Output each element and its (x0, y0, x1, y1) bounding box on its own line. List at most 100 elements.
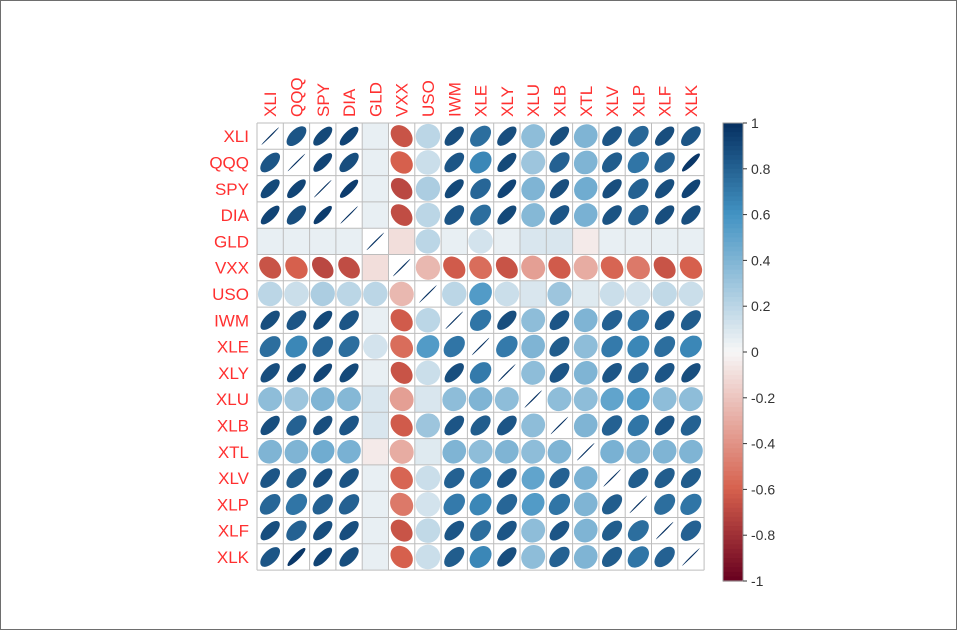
colorbar-tick-label: 0.2 (751, 298, 771, 314)
correlation-ellipse-XLV-XLK: XLV / XLK: 0.82 (680, 467, 702, 489)
colorbar-segment (723, 420, 743, 426)
colorbar-segment (723, 187, 743, 193)
correlation-ellipse-SPY-IWM: SPY / IWM: 0.9 (444, 179, 464, 199)
colorbar-segment (723, 558, 743, 564)
column-label-xlk: XLK (682, 84, 701, 117)
correlation-ellipse-GLD-XLV: GLD / XLV: 0.05 (599, 228, 625, 254)
correlation-ellipse-XTL-USO: XTL / USO: 0.08 (415, 439, 441, 465)
correlation-ellipse-XLB-XLE: XLB / XLE: 0.82 (470, 415, 491, 436)
correlation-ellipse-IWM-USO: IWM / USO: 0.2 (415, 308, 441, 333)
correlation-ellipse-QQQ-XLK: QQQ / XLK: 0.97 (681, 153, 700, 172)
correlation-ellipse-QQQ-VXX: QQQ / VXX: -0.6 (390, 151, 413, 174)
correlation-ellipse-XLK-XLE: XLK / XLE: 0.65 (469, 545, 492, 568)
column-label-xle: XLE (472, 85, 491, 117)
correlation-ellipse-XLI-XLI: XLI / XLI: 1 (261, 127, 279, 145)
row-label-xle: XLE (217, 338, 249, 357)
correlation-ellipse-USO-GLD: USO / GLD: 0.2 (363, 281, 388, 307)
colorbar-segment (723, 471, 743, 477)
colorbar-segment (723, 526, 743, 532)
correlation-ellipse-QQQ-XLB: QQQ / XLB: 0.8 (549, 152, 570, 173)
colorbar-segment (723, 292, 743, 298)
colorbar-segment (723, 457, 743, 463)
colorbar-tick-label: 0.4 (751, 252, 771, 268)
correlation-ellipse-VXX-XTL: VXX / XTL: -0.3 (573, 255, 598, 280)
correlation-ellipse-XLV-XLV: XLV / XLV: 1 (603, 469, 621, 487)
row-label-iwm: IWM (214, 311, 249, 330)
correlation-ellipse-XLP-QQQ: XLP / QQQ: 0.72 (285, 493, 308, 515)
colorbar-segment (723, 347, 743, 353)
colorbar-segment (723, 397, 743, 403)
correlation-ellipse-DIA-QQQ: DIA / QQQ: 0.88 (286, 205, 307, 225)
correlation-ellipse-USO-XLY: USO / XLY: 0.15 (494, 281, 520, 307)
correlation-ellipse-XLB-XLF: XLB / XLF: 0.85 (654, 415, 675, 436)
colorbar-segment (723, 274, 743, 280)
correlation-ellipse-XLE-VXX: XLE / VXX: -0.55 (390, 335, 414, 358)
correlation-ellipse-USO-XLI: USO / XLI: 0.2 (257, 281, 283, 307)
colorbar-segment (723, 260, 743, 266)
correlation-ellipse-QQQ-DIA: QQQ / DIA: 0.88 (339, 152, 359, 173)
row-label-xlk: XLK (217, 548, 250, 567)
correlation-ellipse-XLU-QQQ: XLU / QQQ: 0.3 (284, 387, 309, 412)
correlation-ellipse-XLI-XLU: XLI / XLU: 0.35 (521, 124, 546, 149)
correlation-ellipse-XLF-GLD: XLF / GLD: 0.05 (362, 518, 388, 544)
correlation-ellipse-VXX-XLI: VXX / XLI: -0.65 (259, 256, 282, 279)
colorbar-segment (723, 123, 743, 129)
correlation-ellipse-DIA-XLE: DIA / XLE: 0.75 (470, 204, 492, 226)
correlation-ellipse-XLF-QQQ: XLF / QQQ: 0.8 (286, 520, 307, 541)
row-label-spy: SPY (215, 180, 249, 199)
correlation-ellipse-XLV-XTL: XLV / XTL: 0.42 (573, 466, 598, 490)
colorbar-segment (723, 278, 743, 284)
correlation-ellipse-XLI-DIA: XLI / DIA: 0.92 (339, 126, 359, 146)
colorbar-segment (723, 361, 743, 367)
colorbar-segment (723, 324, 743, 330)
correlation-ellipse-XLI-XLK: XLI / XLK: 0.85 (681, 126, 701, 147)
correlation-ellipse-XTL-GLD: XTL / GLD: -0.05 (362, 439, 388, 465)
correlation-ellipse-XLV-USO: XLV / USO: 0.15 (415, 465, 441, 491)
correlation-ellipse-QQQ-XLP: QQQ / XLP: 0.72 (627, 151, 649, 174)
correlation-ellipse-XLY-XLE: XLY / XLE: 0.7 (469, 362, 492, 384)
correlation-ellipse-XLV-QQQ: XLV / QQQ: 0.82 (286, 467, 307, 489)
correlation-ellipse-XLY-XLK: XLY / XLK: 0.88 (681, 363, 701, 383)
colorbar-tick-label: -0.8 (751, 527, 775, 543)
correlation-ellipse-XLY-QQQ: XLY / QQQ: 0.9 (286, 363, 306, 383)
correlation-ellipse-XTL-XLU: XTL / XLU: 0.35 (521, 439, 546, 464)
correlation-ellipse-SPY-SPY: SPY / SPY: 1 (313, 179, 332, 198)
colorbar-segment (723, 228, 743, 234)
correlation-ellipse-XLK-GLD: XLK / GLD: 0.05 (362, 544, 388, 570)
colorbar-tick-label: -1 (751, 573, 764, 589)
correlation-ellipse-IWM-VXX: IWM / VXX: -0.62 (390, 309, 413, 332)
correlation-ellipse-XLE-IWM: XLE / IWM: 0.72 (443, 335, 465, 358)
correlation-ellipse-VXX-QQQ: VXX / QQQ: -0.6 (285, 256, 308, 279)
row-label-xlf: XLF (218, 522, 249, 541)
colorbar-tick-label: 0 (751, 344, 759, 360)
correlation-ellipse-XTL-XLE: XTL / XLE: 0.35 (468, 439, 493, 464)
correlation-ellipse-XLF-XLI: XLF / XLI: 0.88 (260, 520, 280, 541)
correlation-ellipse-XTL-XLI: XTL / XLI: 0.4 (258, 439, 283, 464)
correlation-ellipse-IWM-SPY: IWM / SPY: 0.9 (313, 310, 333, 330)
correlation-ellipse-XLU-XLP: XLU / XLP: 0.55 (626, 387, 650, 411)
correlation-ellipse-XLU-SPY: XLU / SPY: 0.4 (310, 387, 335, 412)
colorbar-segment (723, 425, 743, 431)
colorbar-segment (723, 301, 743, 307)
colorbar-segment (723, 576, 743, 582)
correlation-ellipse-XLI-XLE: XLI / XLE: 0.75 (470, 125, 492, 147)
correlation-ellipse-XTL-XLV: XTL / XLV: 0.42 (600, 439, 624, 464)
correlation-ellipse-XLB-QQQ: XLB / QQQ: 0.8 (286, 415, 307, 436)
correlation-ellipse-GLD-XLK: GLD / XLK: 0.05 (678, 228, 704, 254)
column-label-xly: XLY (498, 86, 517, 117)
colorbar-segment (723, 310, 743, 316)
correlation-ellipse-XLF-XLY: XLF / XLY: 0.85 (496, 520, 517, 541)
correlation-ellipse-XLP-XLF: XLP / XLF: 0.75 (654, 493, 676, 515)
correlation-ellipse-USO-IWM: USO / IWM: 0.2 (442, 281, 467, 307)
row-label-xli: XLI (223, 127, 249, 146)
colorbar-segment (723, 329, 743, 335)
colorbar-segment (723, 177, 743, 184)
correlation-ellipse-DIA-VXX: DIA / VXX: -0.68 (390, 204, 413, 226)
labels-layer: XLI XLI QQQ QQQ SPY SPY DIA DIA GLD GLD VXX VXX USO U… (209, 77, 701, 567)
colorbar-segment (723, 406, 743, 413)
correlation-ellipse-XLB-SPY: XLB / SPY: 0.88 (313, 415, 333, 436)
colorbar-segment (723, 232, 743, 239)
correlation-ellipse-USO-XLV: USO / XLV: 0.15 (599, 281, 625, 307)
correlation-ellipse-XLB-XLY: XLB / XLY: 0.85 (496, 415, 517, 436)
correlation-ellipse-QQQ-IWM: QQQ / IWM: 0.85 (444, 152, 465, 173)
